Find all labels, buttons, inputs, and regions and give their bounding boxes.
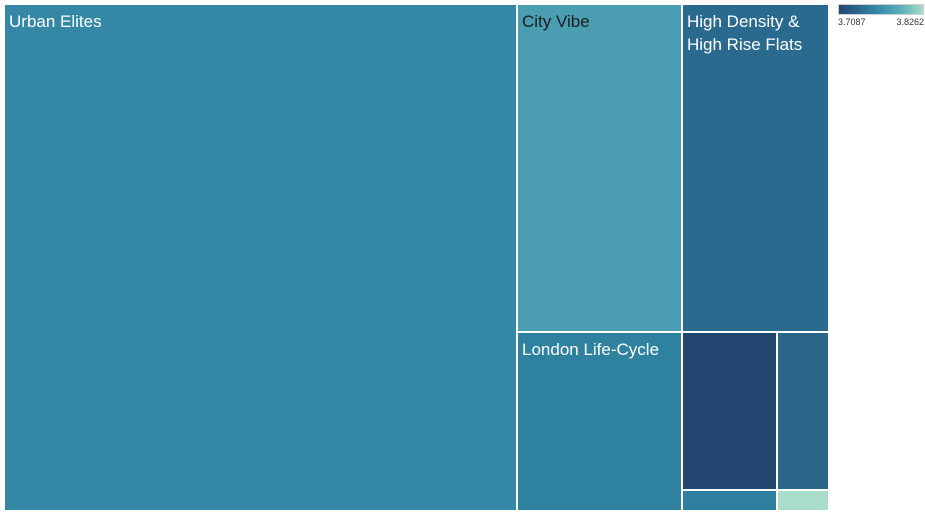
treemap-tile-4[interactable]: High Density & High Rise Flats [682,4,829,332]
treemap-tile-label: City Vibe [522,12,590,31]
treemap-tile-5[interactable] [682,332,777,490]
treemap-tile-8[interactable] [777,490,829,511]
treemap-tile-2[interactable]: City Vibe [517,4,682,332]
treemap-tile-1[interactable]: Urban Elites [4,4,517,511]
treemap-tile-label: London Life-Cycle [522,340,660,359]
treemap-tile-7[interactable] [682,490,777,511]
color-legend-gradient [838,4,924,15]
treemap: Urban Elites City Vibe London Life-Cycle Hi… [4,4,829,511]
treemap-tile-3[interactable]: London Life-Cycle [517,332,682,511]
color-legend: 3.7087 3.8262 [838,4,924,27]
legend-max-label: 3.8262 [896,17,924,27]
treemap-tile-6[interactable] [777,332,829,490]
treemap-tile-label: Urban Elites [9,12,102,31]
legend-min-label: 3.7087 [838,17,866,27]
treemap-tile-label: High Density & High Rise Flats [687,12,803,54]
